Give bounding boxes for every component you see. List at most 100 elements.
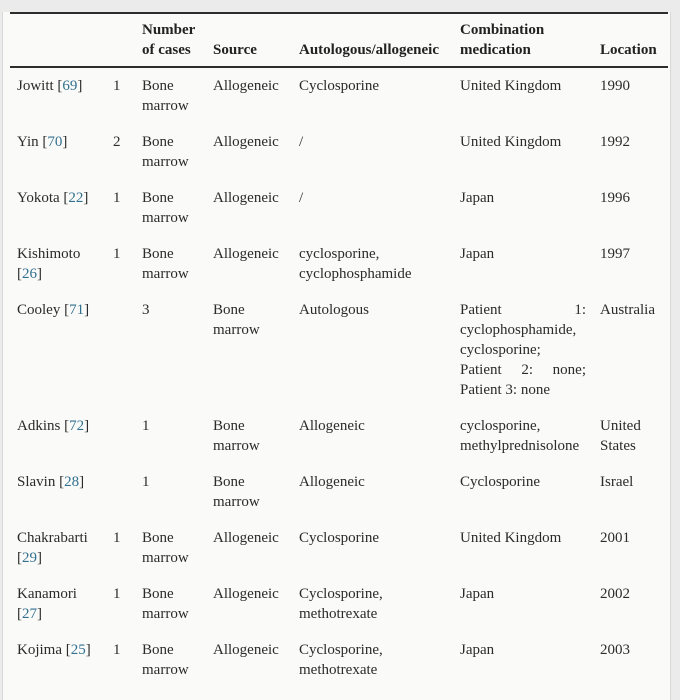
- cell-source: Allogeneic: [213, 530, 279, 546]
- cell-source: Allogeneic: [213, 586, 279, 602]
- citation-ref-link[interactable]: 28: [64, 474, 80, 490]
- cell-number-of-cases: Bone marrow: [142, 586, 189, 622]
- table-row-chakrabarti: Chakrabarti [29] 1 Bone marrow Allogeneic Cy…: [10, 520, 668, 576]
- cell-location: 1992: [600, 134, 630, 150]
- author-cell: Slavin [28]: [17, 474, 85, 490]
- cell-combination-medication: Japan: [460, 642, 495, 658]
- cell-autologous-allogeneic: Autologous: [299, 302, 370, 318]
- author-cell: Yin [70]: [17, 134, 68, 150]
- author-cell: Kanamori [27]: [17, 586, 77, 622]
- cell-number-of-cases: 1: [142, 474, 150, 490]
- column-header-location: Location: [593, 13, 668, 68]
- cell-source: Allogeneic: [213, 642, 279, 658]
- citation-ref-link[interactable]: 72: [69, 418, 85, 434]
- column-header-number-of-cases: Number of cases: [135, 13, 206, 68]
- cell-autologous-allogeneic: Cyclosporine: [299, 530, 379, 546]
- table-header-row: Number of cases Source Autologous/allogene…: [10, 13, 668, 68]
- cell-cases-left: 2: [113, 134, 121, 150]
- cell-autologous-allogeneic: Cyclosporine, methotrexate: [299, 642, 383, 678]
- cell-cases-left: 1: [113, 530, 121, 546]
- cell-cases-left: [106, 292, 135, 408]
- cell-cases-left: 1: [113, 78, 121, 94]
- case-series-table: Number of cases Source Autologous/allogene…: [10, 12, 668, 688]
- cell-combination-medication: Japan: [460, 190, 495, 206]
- table-row-slavin: Slavin [28] 1 Bone marrow Allogeneic Cyclosp…: [10, 464, 668, 520]
- citation-ref-link[interactable]: 26: [22, 266, 37, 282]
- cell-number-of-cases: Bone marrow: [142, 530, 189, 566]
- cell-combination-medication: Cyclosporine: [460, 474, 540, 490]
- cell-combination-medication: United Kingdom: [460, 530, 562, 546]
- table-row-adkins: Adkins [72] 1 Bone marrow Allogeneic cyclosp…: [10, 408, 668, 464]
- cell-cases-left: [106, 464, 135, 520]
- cell-source: Bone marrow: [213, 418, 260, 454]
- cell-combination-medication: Japan: [460, 586, 495, 602]
- author-cell: Jowitt [69]: [17, 78, 83, 94]
- column-header-autologous-allogeneic: Autologous/allogeneic: [292, 13, 453, 68]
- author-cell: Kojima [25]: [17, 642, 91, 658]
- cell-cases-left: 1: [113, 642, 121, 658]
- cell-location: Australia: [600, 302, 655, 318]
- column-header-author: [10, 13, 106, 68]
- cell-location: 2001: [600, 530, 630, 546]
- citation-ref-link[interactable]: 70: [47, 134, 63, 150]
- citation-ref-link[interactable]: 22: [68, 190, 84, 206]
- cell-combination-medication: United Kingdom: [460, 134, 562, 150]
- cell-source: Allogeneic: [213, 78, 279, 94]
- cell-autologous-allogeneic: /: [299, 134, 304, 150]
- cell-source: Allogeneic: [213, 134, 279, 150]
- cell-cases-left: [106, 408, 135, 464]
- cell-combination-medication: Japan: [460, 246, 495, 262]
- cell-source: Allogeneic: [213, 190, 279, 206]
- citation-ref-link[interactable]: 25: [70, 642, 86, 658]
- table-row-yin: Yin [70] 2 Bone marrow Allogeneic / United Ki…: [10, 124, 668, 180]
- citation-ref-link[interactable]: 71: [69, 302, 85, 318]
- cell-location: United States: [600, 418, 641, 454]
- author-cell: Adkins [72]: [17, 418, 90, 434]
- table-row-jowitt: Jowitt [69] 1 Bone marrow Allogeneic Cyclosp…: [10, 67, 668, 124]
- author-cell: Kishimoto [26]: [17, 246, 81, 282]
- cell-location: 2003: [600, 642, 630, 658]
- cell-autologous-allogeneic: Cyclosporine, methotrexate: [299, 586, 383, 622]
- cell-number-of-cases: Bone marrow: [142, 642, 189, 678]
- author-cell: Cooley [71]: [17, 302, 90, 318]
- cell-location: 1996: [600, 190, 630, 206]
- cell-source: Allogeneic: [213, 246, 279, 262]
- cell-location: 2002: [600, 586, 630, 602]
- cell-combination-medication: United Kingdom: [460, 78, 562, 94]
- cell-number-of-cases: Bone marrow: [142, 134, 189, 170]
- cell-autologous-allogeneic: cyclosporine, cyclophosphamide: [299, 246, 412, 282]
- citation-ref-link[interactable]: 27: [22, 606, 37, 622]
- cell-combination-medication: cyclosporine, methylprednisolone: [460, 418, 580, 454]
- cell-number-of-cases: 1: [142, 418, 150, 434]
- column-header-source: Source: [206, 13, 292, 68]
- table-row-cooley: Cooley [71] 3 Bone marrow Autologous Patient…: [10, 292, 668, 408]
- cell-autologous-allogeneic: Allogeneic: [299, 418, 365, 434]
- column-header-cases-left: [106, 13, 135, 68]
- table-header: Number of cases Source Autologous/allogene…: [10, 13, 668, 68]
- table-row-kojima: Kojima [25] 1 Bone marrow Allogeneic Cyclosp…: [10, 632, 668, 688]
- cell-source: Bone marrow: [213, 302, 260, 338]
- cell-cases-left: 1: [113, 190, 121, 206]
- cell-number-of-cases: 3: [142, 302, 150, 318]
- table-row-yokota: Yokota [22] 1 Bone marrow Allogeneic / Japan 1…: [10, 180, 668, 236]
- column-header-combination-medication: Combination medication: [453, 13, 593, 68]
- cell-combination-medication: Patient 1: cyclophosphamide, cyclosporin…: [460, 302, 586, 398]
- author-cell: Yokota [22]: [17, 190, 89, 206]
- cell-cases-left: 1: [113, 246, 121, 262]
- cell-number-of-cases: Bone marrow: [142, 246, 189, 282]
- cell-location: Israel: [600, 474, 634, 490]
- cell-autologous-allogeneic: Allogeneic: [299, 474, 365, 490]
- cell-location: 1997: [600, 246, 630, 262]
- cell-source: Bone marrow: [213, 474, 260, 510]
- article-content-panel: Number of cases Source Autologous/allogene…: [2, 12, 671, 700]
- cell-number-of-cases: Bone marrow: [142, 78, 189, 114]
- author-cell: Chakrabarti [29]: [17, 530, 88, 566]
- table-row-kishimoto: Kishimoto [26] 1 Bone marrow Allogeneic cycl…: [10, 236, 668, 292]
- cell-cases-left: 1: [113, 586, 121, 602]
- table-row-kanamori: Kanamori [27] 1 Bone marrow Allogeneic Cyclo…: [10, 576, 668, 632]
- cell-number-of-cases: Bone marrow: [142, 190, 189, 226]
- table-body: Jowitt [69] 1 Bone marrow Allogeneic Cyclosp…: [10, 67, 668, 688]
- citation-ref-link[interactable]: 69: [62, 78, 78, 94]
- citation-ref-link[interactable]: 29: [22, 550, 37, 566]
- cell-autologous-allogeneic: /: [299, 190, 304, 206]
